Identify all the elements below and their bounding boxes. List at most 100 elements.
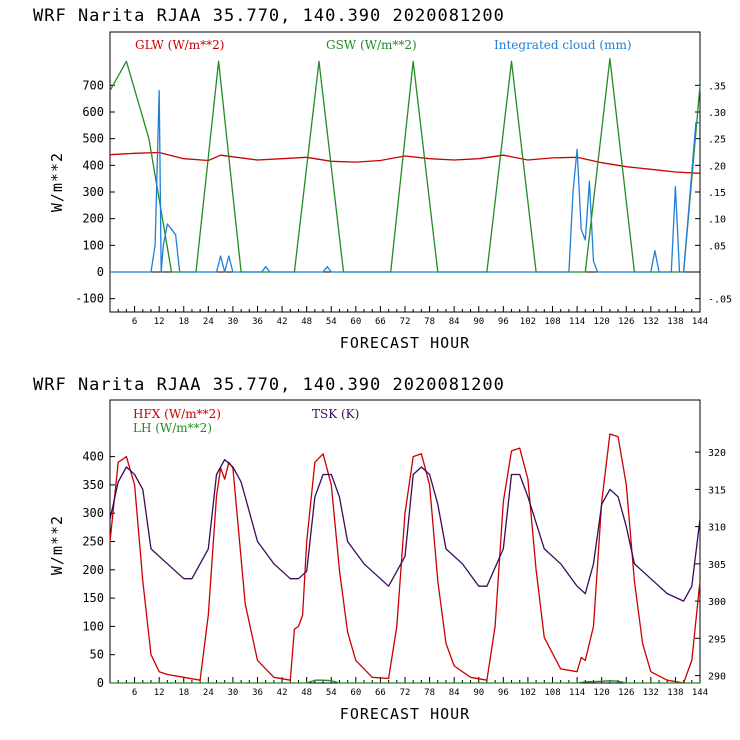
- x-tick-label: 108: [544, 317, 560, 327]
- x-tick-label: 42: [277, 688, 288, 698]
- y-tick-label: 250: [82, 535, 104, 549]
- x-tick-label: 102: [520, 317, 536, 327]
- y-tick-label: 300: [82, 506, 104, 520]
- legend-gsw: GSW (W/m**2): [326, 38, 417, 52]
- y2-tick-label: .20: [708, 161, 726, 172]
- y2-tick-label: -.05: [708, 295, 732, 306]
- y2-tick-label: 320: [708, 448, 726, 459]
- x-tick-label: 60: [350, 317, 361, 327]
- y-tick-label: 0: [97, 676, 104, 690]
- y-tick-label: 200: [82, 563, 104, 577]
- y2-tick-label: 315: [708, 485, 726, 496]
- y2-tick-label: 300: [708, 597, 726, 608]
- y-tick-label: 50: [90, 648, 104, 662]
- y2-tick-label: 310: [708, 523, 726, 534]
- x-tick-label: 108: [544, 688, 560, 698]
- y2-tick-label: .15: [708, 188, 726, 199]
- series-line-hfx: [109, 433, 701, 684]
- x-tick-label: 42: [277, 317, 288, 327]
- y2-tick-label: .25: [708, 135, 726, 146]
- x-tick-label: 126: [618, 317, 634, 327]
- x-tick-label: 30: [227, 688, 238, 698]
- x-tick-label: 24: [203, 688, 214, 698]
- x-axis-label: FORECAST HOUR: [340, 705, 470, 723]
- x-tick-label: 78: [424, 317, 435, 327]
- x-tick-label: 96: [498, 317, 509, 327]
- x-tick-label: 36: [252, 317, 263, 327]
- y-tick-label: 100: [82, 238, 104, 252]
- x-tick-label: 132: [643, 317, 659, 327]
- y2-tick-label: .30: [708, 108, 726, 119]
- x-tick-label: 66: [375, 688, 386, 698]
- x-tick-label: 12: [154, 317, 165, 327]
- x-tick-label: 144: [692, 688, 708, 698]
- x-tick-label: 60: [350, 688, 361, 698]
- x-tick-label: 90: [473, 317, 484, 327]
- panel-surface-fluxes: WRF Narita RJAA 35.770, 140.390 20200812…: [33, 375, 726, 723]
- legend-lh: LH (W/m**2): [133, 421, 212, 435]
- x-tick-label: 144: [692, 317, 708, 327]
- y-tick-label: 150: [82, 591, 104, 605]
- y2-tick-label: 305: [708, 560, 726, 571]
- series-line-integrated: [110, 90, 700, 273]
- x-tick-label: 138: [667, 688, 683, 698]
- x-tick-label: 120: [594, 688, 610, 698]
- x-tick-label: 78: [424, 688, 435, 698]
- x-tick-label: 12: [154, 688, 165, 698]
- x-tick-label: 30: [227, 317, 238, 327]
- x-tick-label: 102: [520, 688, 536, 698]
- series-line-gsw: [109, 58, 701, 273]
- y-axis-label: W/m**2: [48, 515, 66, 575]
- series-line-glw: [109, 151, 701, 174]
- x-tick-label: 120: [594, 317, 610, 327]
- legend-glw: GLW (W/m**2): [135, 38, 224, 52]
- panel-title: WRF Narita RJAA 35.770, 140.390 20200812…: [33, 375, 505, 395]
- legend-cloud: Integrated cloud (mm): [494, 38, 632, 52]
- x-tick-label: 72: [400, 688, 411, 698]
- x-tick-label: 24: [203, 317, 214, 327]
- y-tick-label: 400: [82, 158, 104, 172]
- series-line-tsk: [109, 458, 701, 602]
- x-tick-label: 18: [178, 317, 189, 327]
- y-tick-label: 100: [82, 619, 104, 633]
- panel-title: WRF Narita RJAA 35.770, 140.390 20200812…: [33, 6, 505, 26]
- x-tick-label: 126: [618, 688, 634, 698]
- x-tick-label: 90: [473, 688, 484, 698]
- x-axis-label: FORECAST HOUR: [340, 334, 470, 352]
- x-tick-label: 66: [375, 317, 386, 327]
- y-tick-label: -100: [75, 292, 104, 306]
- y-axis-label: W/m**2: [48, 152, 66, 212]
- y-tick-label: 0: [97, 265, 104, 279]
- x-tick-label: 114: [569, 317, 585, 327]
- x-tick-label: 138: [667, 317, 683, 327]
- x-tick-label: 114: [569, 688, 585, 698]
- x-tick-label: 48: [301, 688, 312, 698]
- y-tick-label: 350: [82, 478, 104, 492]
- y-tick-label: 300: [82, 185, 104, 199]
- legend-hfx: HFX (W/m**2): [133, 407, 221, 421]
- x-tick-label: 84: [449, 688, 460, 698]
- y2-tick-label: .10: [708, 215, 726, 226]
- x-tick-label: 132: [643, 688, 659, 698]
- y-tick-label: 600: [82, 105, 104, 119]
- y-tick-label: 400: [82, 450, 104, 464]
- y2-tick-label: 290: [708, 672, 726, 683]
- x-tick-label: 54: [326, 317, 337, 327]
- y-tick-label: 200: [82, 212, 104, 226]
- plot-frame: [109, 399, 701, 684]
- panel-radiation: WRF Narita RJAA 35.770, 140.390 20200812…: [33, 6, 732, 352]
- x-tick-label: 18: [178, 688, 189, 698]
- y-tick-label: 700: [82, 78, 104, 92]
- x-tick-label: 72: [400, 317, 411, 327]
- y2-tick-label: .05: [708, 241, 726, 252]
- legend-tsk: TSK (K): [312, 407, 359, 421]
- x-tick-label: 6: [132, 688, 137, 698]
- x-tick-label: 6: [132, 317, 137, 327]
- x-tick-label: 48: [301, 317, 312, 327]
- y2-tick-label: 295: [708, 634, 726, 645]
- x-tick-label: 84: [449, 317, 460, 327]
- series-line-lh: [110, 679, 700, 684]
- x-tick-label: 36: [252, 688, 263, 698]
- x-tick-label: 54: [326, 688, 337, 698]
- y2-tick-label: .35: [708, 81, 726, 92]
